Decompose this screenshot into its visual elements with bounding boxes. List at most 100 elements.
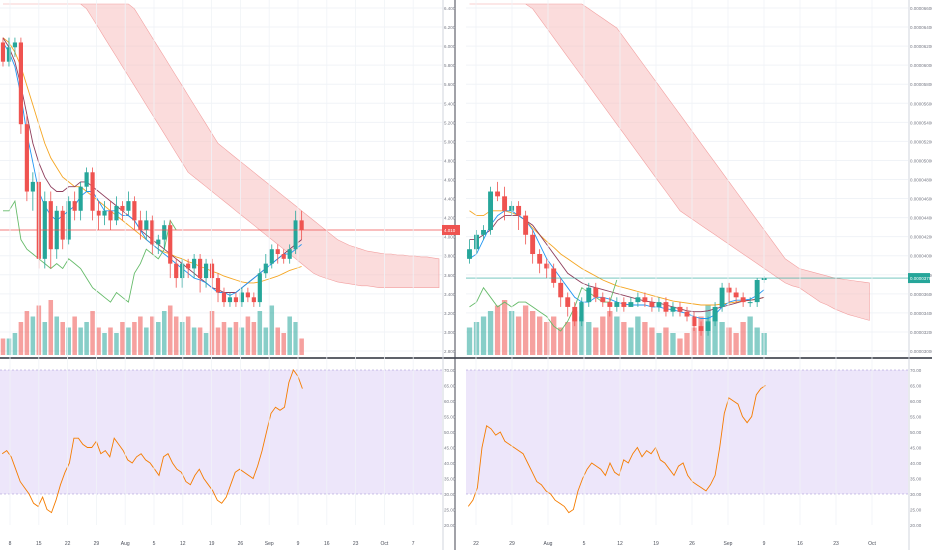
time-tick-label: Oct — [868, 541, 876, 547]
candle-body — [628, 302, 634, 307]
volume-bar — [167, 305, 173, 355]
candle-body — [712, 306, 718, 322]
volume-bar — [544, 322, 550, 355]
volume-bar — [209, 311, 215, 355]
rsi-tick-label: 55.00 — [444, 415, 456, 420]
volume-bar — [628, 327, 634, 355]
candle-body — [275, 249, 280, 255]
volume-bar — [191, 327, 197, 355]
candle-body — [0, 42, 6, 62]
volume-bar — [173, 316, 179, 355]
rsi-tick-label: 65.00 — [910, 384, 922, 389]
volume-bar — [642, 322, 648, 355]
ichimoku-lagging-span — [3, 199, 177, 303]
rsi-tick-label: 30.00 — [444, 492, 456, 497]
candle-body — [705, 321, 711, 331]
candle-body — [245, 292, 250, 298]
price-tick-label: 0.00005800 — [910, 82, 932, 87]
candle-body — [281, 254, 286, 259]
volume-bar — [72, 316, 77, 355]
volume-bar — [684, 333, 690, 355]
rsi-tick-label: 55.00 — [910, 415, 922, 420]
volume-bar — [54, 316, 60, 355]
price-tick-label: 0.00005000 — [910, 158, 932, 163]
volume-bar — [179, 322, 185, 355]
candle-body — [754, 279, 760, 303]
volume-bar — [754, 327, 760, 355]
candle-body — [30, 181, 35, 192]
volume-bar — [257, 311, 263, 355]
time-tick-label: 29 — [94, 541, 100, 547]
rsi-tick-label: 50.00 — [444, 430, 456, 435]
volume-bar — [90, 311, 95, 355]
volume-bar — [670, 333, 676, 355]
price-tick-label: 3.800 — [444, 254, 456, 259]
time-tick-label: 29 — [509, 541, 515, 547]
volume-bar — [281, 333, 286, 355]
volume-bar — [473, 322, 480, 355]
volume-bar — [12, 333, 18, 355]
price-tick-label: 5.800 — [444, 63, 456, 68]
rsi-band — [466, 370, 908, 494]
candle-body — [84, 172, 89, 187]
candle-body — [544, 263, 550, 269]
time-tick-label: 22 — [473, 541, 479, 547]
volume-bar — [726, 327, 732, 355]
volume-bar — [245, 316, 251, 355]
volume-bar — [227, 327, 233, 355]
time-tick-label: Oct — [381, 541, 389, 547]
volume-bar — [299, 338, 304, 355]
volume-bar — [593, 327, 599, 355]
candle-body — [96, 210, 101, 216]
time-tick-label: 19 — [209, 541, 215, 547]
volume-bar — [712, 311, 718, 355]
volume-bar — [287, 316, 292, 355]
candle-body — [691, 316, 697, 327]
price-tick-label: 4.400 — [444, 197, 456, 202]
current-price-badge — [908, 273, 930, 284]
volume-bar — [515, 316, 522, 355]
candle-body — [48, 201, 53, 250]
time-tick-label: 16 — [324, 541, 330, 547]
rsi-tick-label: 60.00 — [910, 399, 922, 404]
candle-body — [180, 263, 185, 279]
price-tick-label: 4.800 — [444, 158, 456, 163]
price-tick-label: 0.00004600 — [910, 197, 932, 202]
volume-bar — [251, 322, 257, 355]
candle-body — [593, 287, 599, 298]
volume-bar — [494, 305, 501, 355]
current-price-label: 0.00003797 — [910, 276, 932, 281]
candle-body — [572, 306, 578, 322]
time-tick-label: 7 — [412, 541, 415, 547]
price-tick-label: 0.00003000 — [910, 349, 932, 354]
volume-bar — [66, 327, 71, 355]
volume-bar — [607, 311, 613, 355]
candle-body — [150, 220, 155, 245]
candle-body — [488, 191, 494, 230]
price-tick-label: 0.00006200 — [910, 44, 932, 49]
volume-bar — [586, 322, 592, 355]
candle-body — [551, 268, 557, 283]
candle-body — [251, 297, 256, 303]
candle-body — [66, 201, 71, 240]
candle-body — [502, 196, 508, 211]
volume-bar — [215, 327, 221, 355]
volume-bar — [529, 311, 536, 355]
volume-bar — [84, 322, 89, 355]
price-tick-label: 3.200 — [444, 311, 456, 316]
volume-bar — [621, 322, 627, 355]
volume-bar — [551, 316, 557, 355]
ichimoku-cloud — [3, 3, 440, 289]
price-tick-label: 5.400 — [444, 101, 456, 106]
time-tick-label: Sep — [724, 541, 733, 547]
volume-bar — [600, 316, 606, 355]
price-tick-label: 6.400 — [444, 6, 456, 11]
volume-bar — [144, 327, 149, 355]
volume-bar — [48, 300, 54, 355]
candle-body — [186, 263, 191, 269]
candle-body — [600, 297, 606, 303]
candle-body — [126, 201, 131, 211]
time-tick-label: 19 — [653, 541, 659, 547]
rsi-tick-label: 70.00 — [444, 368, 456, 373]
